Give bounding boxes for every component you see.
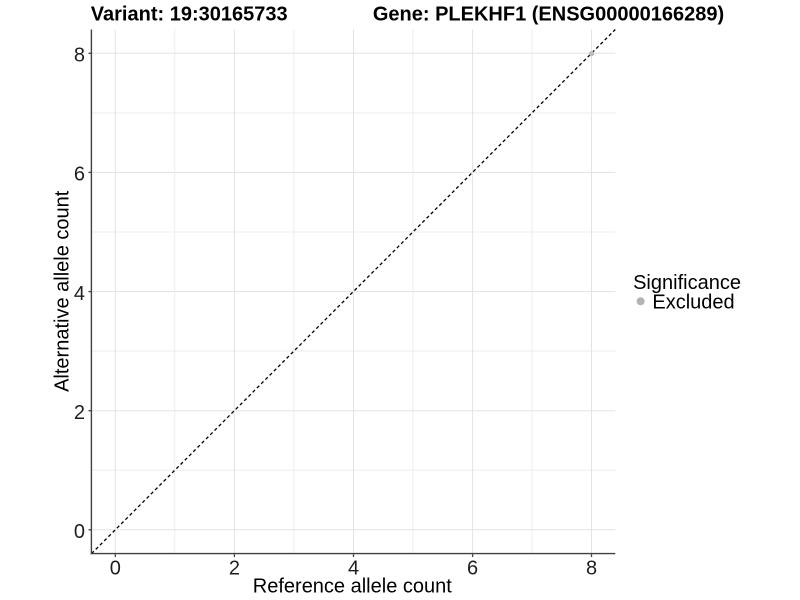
svg-text:6: 6	[74, 164, 85, 186]
svg-text:Reference allele count: Reference allele count	[253, 575, 452, 597]
svg-text:Excluded: Excluded	[652, 292, 734, 314]
svg-text:0: 0	[74, 521, 85, 543]
svg-text:6: 6	[467, 558, 478, 580]
svg-text:8: 8	[74, 45, 85, 67]
svg-text:Significance: Significance	[633, 272, 741, 294]
svg-text:2: 2	[74, 402, 85, 424]
svg-text:Variant: 19:30165733: Variant: 19:30165733	[91, 4, 288, 26]
svg-text:0: 0	[110, 558, 121, 580]
svg-text:8: 8	[586, 558, 597, 580]
svg-text:4: 4	[348, 558, 359, 580]
svg-text:2: 2	[229, 558, 240, 580]
svg-text:4: 4	[74, 283, 85, 305]
svg-text:Alternative allele count: Alternative allele count	[52, 190, 74, 392]
svg-text:Gene: PLEKHF1 (ENSG00000166289: Gene: PLEKHF1 (ENSG00000166289)	[373, 4, 724, 26]
